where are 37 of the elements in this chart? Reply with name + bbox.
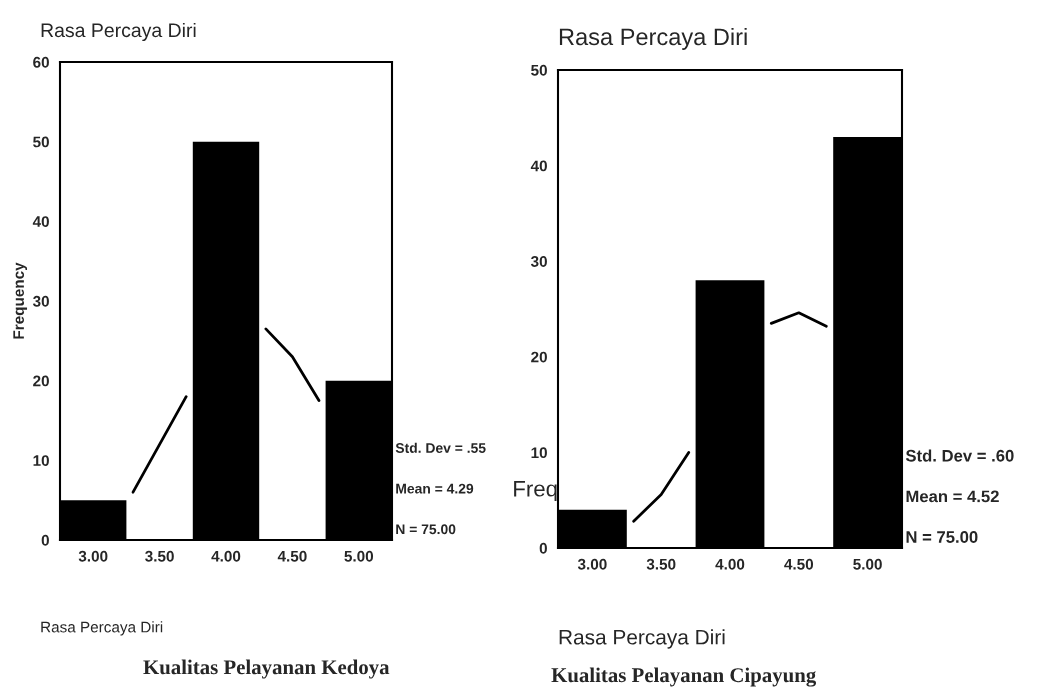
x-tick-label: 5.00 [344,550,374,562]
x-tick-label: 4.50 [784,558,814,570]
y-axis-title: Frequency [13,262,28,339]
x-tick-label: 4.00 [211,550,241,562]
x-tick-label: 5.00 [853,558,882,570]
text: N = 75.00 [906,531,978,543]
text: N = 75.00 [396,524,456,535]
y-tick-label: 20 [33,375,49,387]
x-axis-title: Rasa Percaya Diri [559,629,725,649]
x-tick-label: 4.50 [277,550,307,562]
text: Mean = 4.29 [396,483,474,494]
x-tick-label: 3.00 [577,558,607,570]
chart-title: Rasa Percaya Diri [559,27,747,50]
y-tick-label: 10 [531,447,547,459]
x-tick-label: 3.50 [646,558,676,570]
y-tick-label: 40 [32,216,49,228]
text: Std. Dev = .60 [905,449,1014,462]
y-tick-label: 50 [531,64,547,76]
y-axis-title: Freq [514,481,557,501]
x-tick-label: 3.50 [145,550,174,562]
x-tick-label: 4.00 [715,558,745,570]
y-tick-label: 40 [530,160,547,172]
text: Kualitas Pelayanan Cipayung [551,667,817,687]
text: Kualitas Pelayanan Kedoya [143,659,390,679]
y-tick-label: 20 [531,351,547,363]
y-tick-label: 10 [33,455,49,467]
x-axis-title: Rasa Percaya Diri [41,621,163,636]
y-tick-label: 60 [33,56,49,68]
y-tick-label: 30 [32,295,49,307]
y-tick-label: 30 [530,256,547,267]
chart-title: Rasa Percaya Diri [41,22,196,42]
y-tick-label: 0 [539,542,547,554]
text: Std. Dev = .55 [395,442,486,453]
x-tick-label: 3.00 [78,550,108,562]
y-tick-label: 50 [33,136,49,148]
text: Mean = 4.52 [906,490,999,503]
y-tick-label: 0 [41,534,49,546]
